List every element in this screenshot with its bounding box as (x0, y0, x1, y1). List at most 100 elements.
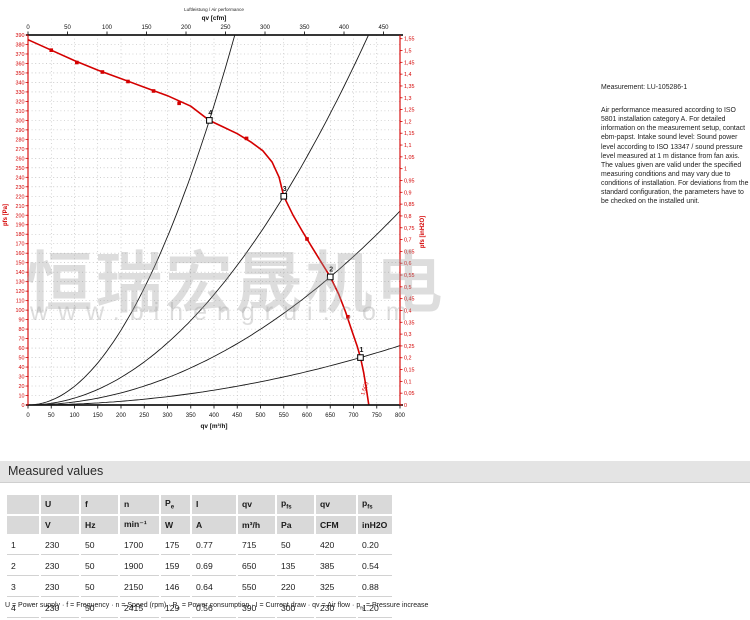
value-cell: 0.54 (358, 556, 392, 576)
left-tick-label: 380 (16, 42, 25, 48)
value-cell: 0.88 (358, 577, 392, 597)
left-tick-label: 90 (19, 318, 25, 324)
row-number-cell: 2 (7, 556, 39, 576)
top-tick-label: 100 (102, 25, 113, 31)
left-tick-label: 230 (16, 185, 25, 191)
right-tick-label: 0,05 (404, 391, 415, 397)
value-cell: 230 (41, 556, 79, 576)
value-cell: 159 (161, 556, 190, 576)
bottom-tick-label: 650 (325, 413, 336, 419)
left-tick-label: 200 (16, 213, 25, 219)
right-tick-label: 0 (404, 403, 407, 409)
value-cell: 715 (238, 535, 275, 555)
fan-curve-marker (244, 136, 249, 141)
value-cell: 230 (41, 577, 79, 597)
left-tick-label: 160 (16, 251, 25, 257)
right-tick-label: 0,9 (404, 190, 412, 196)
fan-curve-marker (100, 70, 105, 74)
left-tick-label: 390 (16, 33, 25, 39)
unit-header-cell: inH2O (358, 515, 392, 534)
bottom-tick-label: 50 (48, 413, 55, 419)
left-tick-label: 310 (16, 109, 25, 115)
left-tick-label: 80 (19, 327, 25, 333)
left-tick-label: 350 (16, 71, 25, 77)
left-tick-label: 0 (22, 403, 25, 409)
left-tick-label: 40 (19, 365, 25, 371)
right-tick-label: 0,3 (404, 332, 412, 338)
unit-header-cell (7, 515, 39, 534)
right-tick-label: 0,1 (404, 379, 412, 385)
measured-point-label-4: 4 (208, 110, 212, 117)
right-tick-label: 0,4 (404, 308, 412, 314)
right-tick-label: 0,7 (404, 238, 412, 244)
value-cell: 175 (161, 535, 190, 555)
column-header-cell: I (192, 495, 236, 514)
unit-header-cell: Pa (277, 515, 314, 534)
column-header-cell: U (41, 495, 79, 514)
system-curve-3 (28, 34, 369, 406)
right-tick-label: 1,1 (404, 143, 412, 149)
value-cell: 0.69 (192, 556, 236, 576)
value-cell: 50 (81, 577, 118, 597)
top-tick-label: 150 (141, 25, 152, 31)
bottom-axis-label: qv [m³/h] (201, 423, 228, 430)
right-tick-label: 1,35 (404, 84, 415, 90)
right-tick-label: 0,45 (404, 297, 415, 303)
right-tick-label: 0,65 (404, 249, 415, 255)
left-tick-label: 100 (16, 308, 25, 314)
value-cell: 1700 (120, 535, 159, 555)
left-tick-label: 190 (16, 223, 25, 229)
unit-header-cell: Hz (81, 515, 118, 534)
fan-curve-marker (126, 79, 130, 84)
chart-header-note: Luftleistung / Air performance (184, 7, 244, 12)
right-tick-label: 0,95 (404, 178, 415, 184)
left-tick-label: 140 (16, 270, 25, 276)
unit-header-cell: A (192, 515, 236, 534)
measured-row-3: 3 230 50 2150 146 0.64 550 220 325 0.88 (7, 577, 392, 597)
fan-curve-rotated-label: 1,5(2) (360, 381, 370, 396)
column-header-cell: Pe (161, 495, 190, 514)
left-tick-label: 50 (19, 356, 25, 362)
bottom-tick-label: 100 (69, 413, 80, 419)
measured-point-3 (280, 192, 288, 200)
left-tick-label: 220 (16, 194, 25, 200)
left-tick-label: 70 (19, 337, 25, 343)
right-tick-label: 1,25 (404, 108, 415, 114)
left-tick-label: 150 (16, 261, 25, 267)
right-tick-label: 0,35 (404, 320, 415, 326)
left-tick-label: 130 (16, 280, 25, 286)
value-cell: 650 (238, 556, 275, 576)
top-tick-label: 50 (64, 25, 71, 31)
column-header-cell: f (81, 495, 118, 514)
measured-point-1 (357, 354, 364, 361)
bottom-tick-label: 300 (162, 413, 173, 419)
top-tick-label: 200 (181, 25, 192, 31)
value-cell: 0.20 (358, 535, 392, 555)
bottom-tick-label: 0 (26, 413, 30, 419)
system-curve-1 (28, 345, 401, 406)
right-tick-label: 1 (404, 167, 407, 173)
fan-curve-marker (49, 48, 54, 52)
left-tick-label: 260 (16, 156, 25, 162)
left-tick-label: 20 (19, 384, 25, 390)
fan-curve-marker (177, 101, 181, 106)
left-tick-label: 270 (16, 147, 25, 153)
measured-point-2 (326, 273, 334, 281)
unit-header-cell: CFM (316, 515, 356, 534)
left-tick-label: 250 (16, 166, 25, 172)
value-cell: 220 (277, 577, 314, 597)
fan-curve-marker (346, 314, 350, 319)
unit-header-cell: V (41, 515, 79, 534)
right-tick-label: 1,2 (404, 119, 412, 125)
value-cell: 550 (238, 577, 275, 597)
bottom-tick-label: 750 (372, 413, 383, 419)
column-header-cell: pfs (277, 495, 314, 514)
measured-values-title: Measured values (8, 464, 104, 478)
right-axis-title: pfs [inH2O] (420, 216, 426, 248)
left-tick-label: 110 (16, 299, 25, 305)
top-tick-label: 300 (260, 25, 271, 31)
